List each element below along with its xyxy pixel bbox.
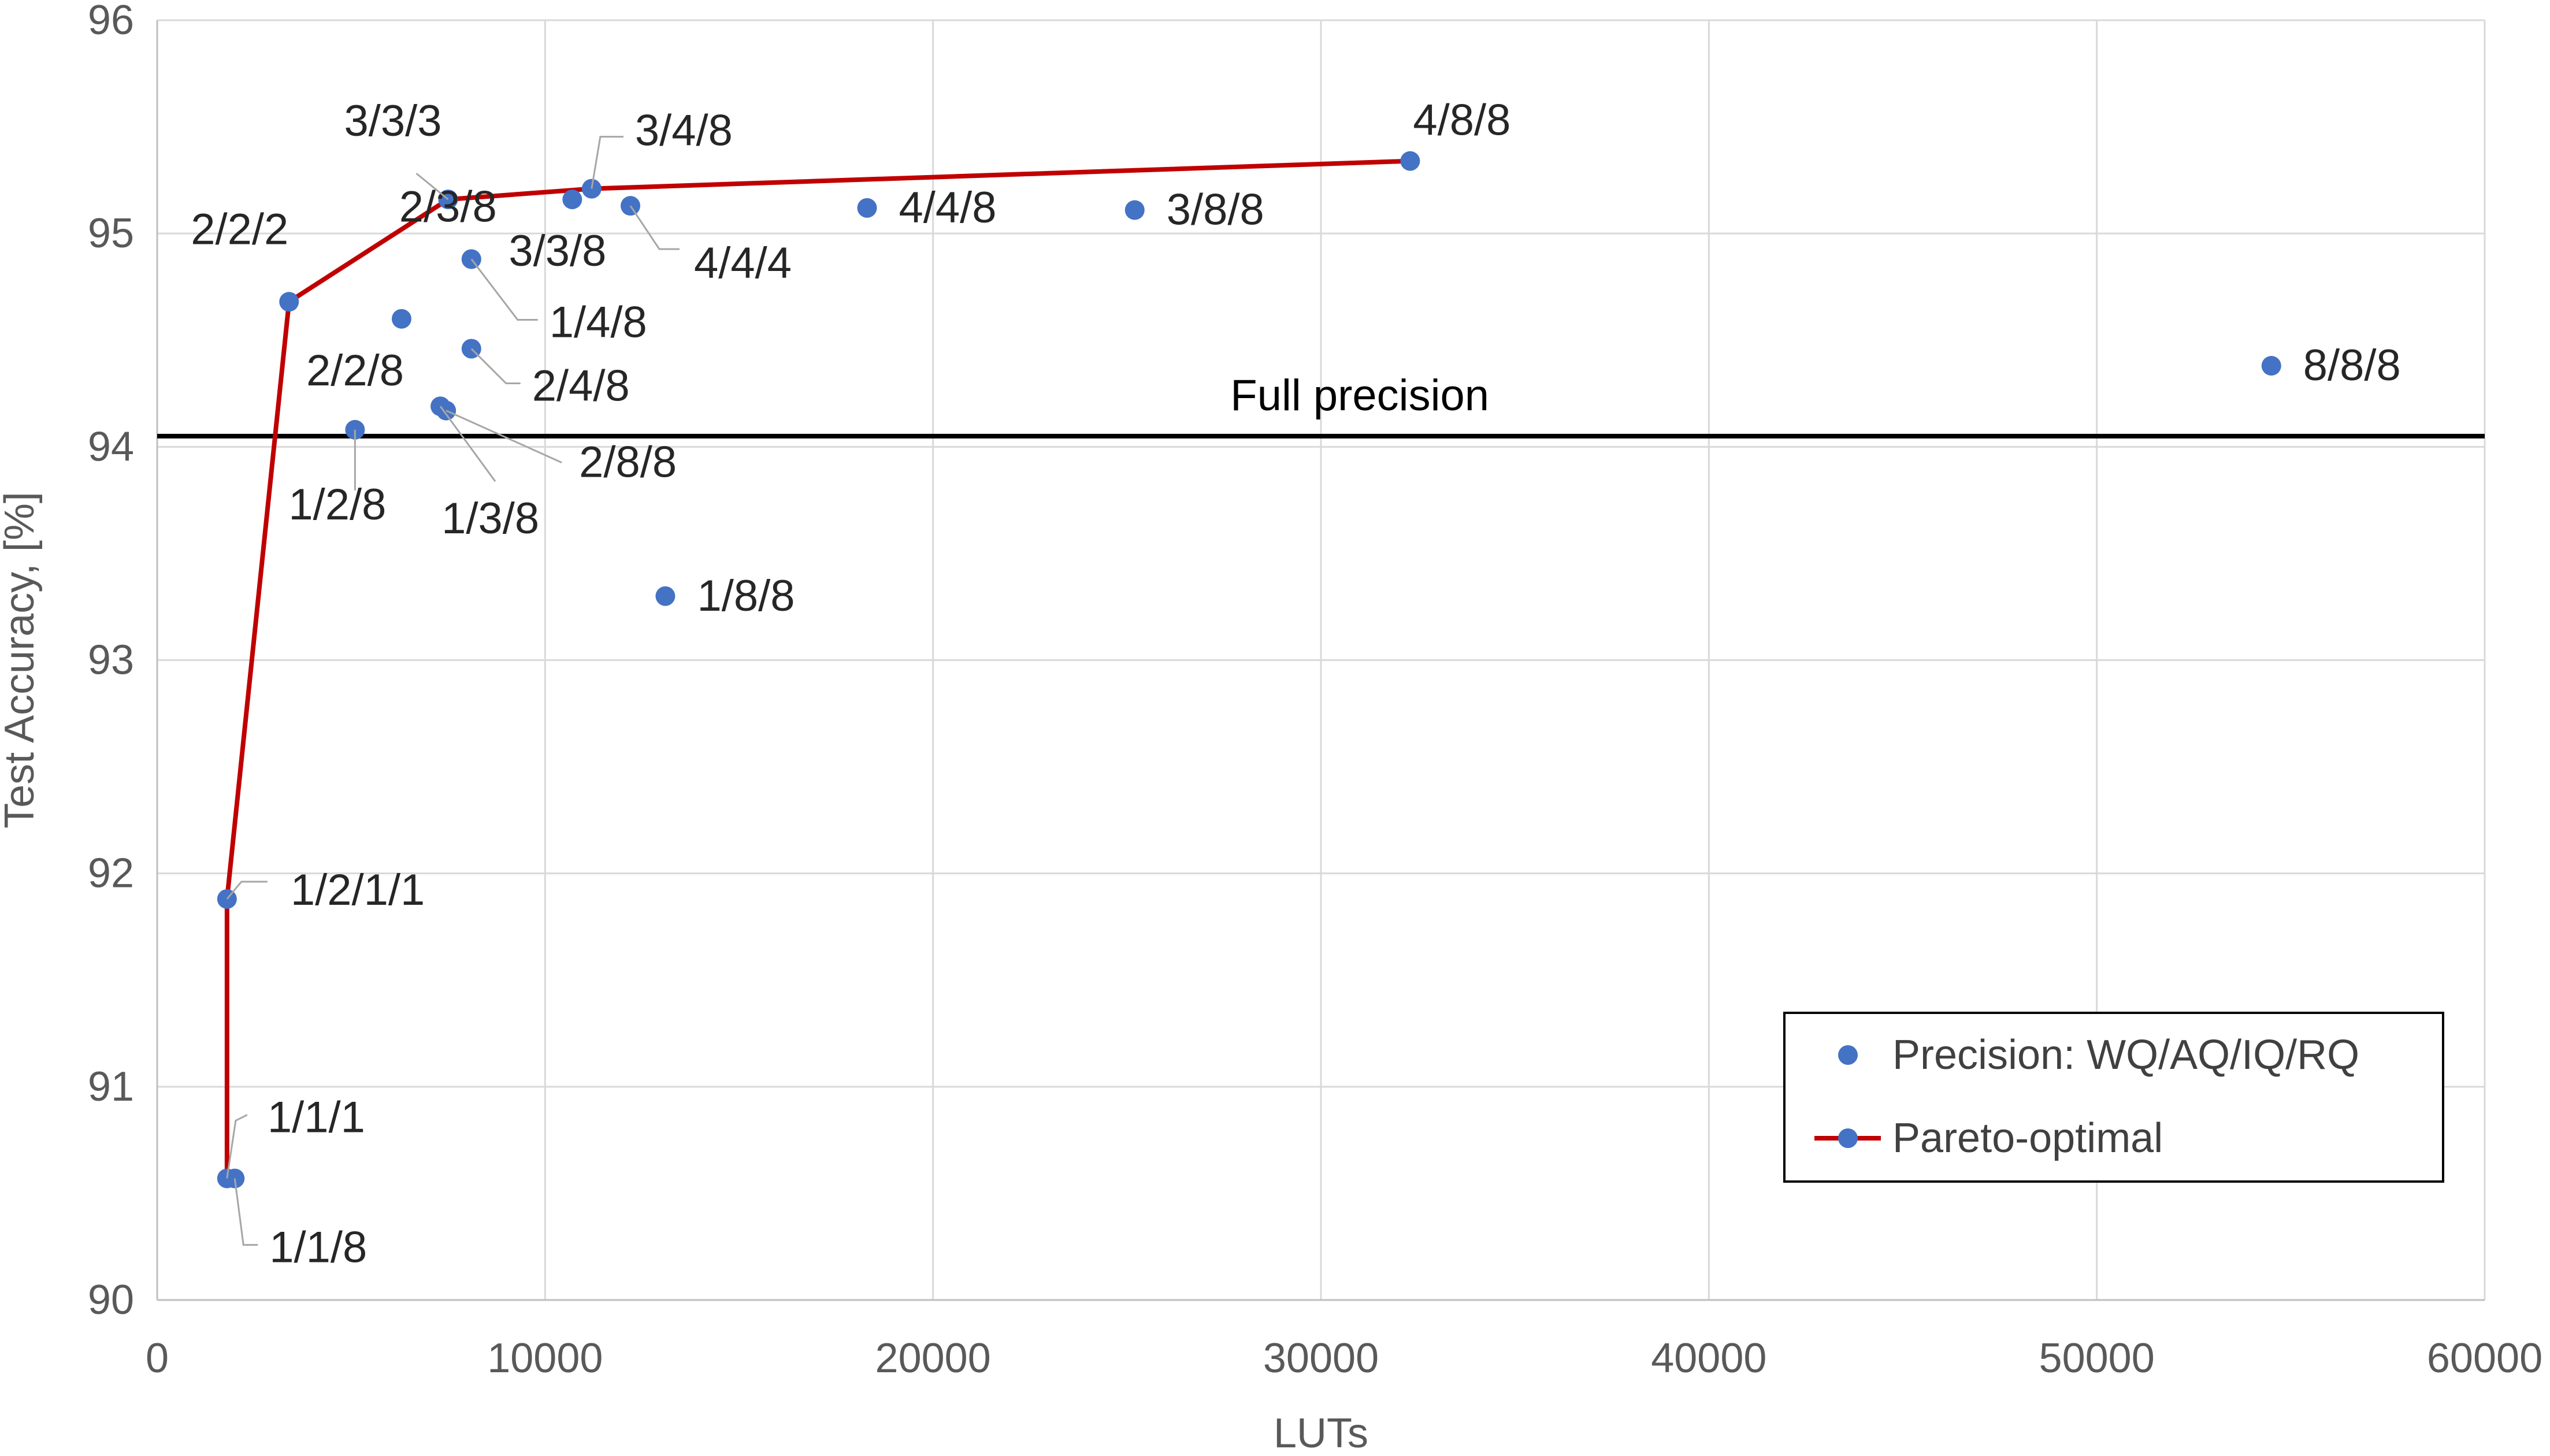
point-label: 4/4/4 bbox=[694, 239, 792, 288]
point-label: 1/2/8 bbox=[288, 480, 386, 529]
legend: Precision: WQ/AQ/IQ/RQ Pareto-optimal bbox=[1783, 1012, 2444, 1183]
point-label: 1/1/8 bbox=[269, 1223, 367, 1272]
point-label: 1/3/8 bbox=[441, 494, 539, 543]
x-tick-label: 20000 bbox=[875, 1335, 991, 1381]
axes: 90 91 92 93 94 95 96 0 10000 20000 30000 40000 50000… bbox=[88, 0, 2542, 1381]
x-tick-label: 50000 bbox=[2039, 1335, 2155, 1381]
point-label: 2/3/8 bbox=[399, 182, 497, 231]
x-tick-label: 0 bbox=[146, 1335, 169, 1381]
point-label: 4/8/8 bbox=[1413, 96, 1510, 145]
data-point bbox=[562, 190, 582, 210]
y-tick-label: 92 bbox=[88, 850, 134, 897]
legend-label-pareto: Pareto-optimal bbox=[1892, 1115, 2163, 1161]
label-leader-line bbox=[439, 406, 496, 482]
data-point bbox=[857, 198, 877, 218]
point-label: 2/2/8 bbox=[306, 346, 404, 395]
x-axis-title: LUTs bbox=[1274, 1410, 1368, 1456]
point-label: 2/2/2 bbox=[191, 205, 288, 254]
point-label: 2/4/8 bbox=[532, 362, 630, 411]
data-point bbox=[391, 309, 411, 329]
data-point bbox=[1400, 151, 1420, 171]
label-leader-line bbox=[470, 258, 538, 321]
label-leader-line bbox=[233, 1178, 258, 1246]
data-point bbox=[655, 586, 675, 606]
x-tick-label: 60000 bbox=[2427, 1335, 2542, 1381]
pareto-line bbox=[224, 158, 1411, 1179]
y-tick-label: 91 bbox=[88, 1064, 134, 1110]
data-point bbox=[1124, 200, 1145, 220]
point-label: 1/8/8 bbox=[697, 571, 795, 621]
data-point bbox=[2261, 356, 2281, 376]
point-label: 3/8/8 bbox=[1167, 185, 1264, 235]
legend-box bbox=[1783, 1012, 2444, 1183]
pareto-optimal-series bbox=[224, 158, 1411, 1179]
label-leader-line bbox=[629, 205, 680, 250]
label-leader-line bbox=[226, 881, 268, 900]
y-tick-label: 96 bbox=[88, 0, 134, 43]
y-tick-label: 94 bbox=[88, 424, 134, 470]
y-axis-title: Test Accuracy, [%] bbox=[0, 492, 43, 829]
point-label: 1/2/1/1 bbox=[291, 866, 425, 915]
label-leader-line bbox=[226, 1114, 248, 1179]
full-precision-reference: Full precision bbox=[157, 371, 2485, 439]
legend-label-precision: Precision: WQ/AQ/IQ/RQ bbox=[1892, 1032, 2359, 1078]
legend-marker-pareto bbox=[1838, 1128, 1858, 1148]
point-label: 1/4/8 bbox=[550, 298, 647, 347]
point-label: 3/3/3 bbox=[344, 96, 442, 146]
data-point bbox=[279, 292, 299, 312]
label-leader-line bbox=[470, 348, 521, 385]
point-label: 3/3/8 bbox=[508, 226, 606, 276]
y-tick-label: 95 bbox=[88, 210, 134, 257]
point-labels: 1/1/1 1/1/8 1/2/1/1 2/2/2 2/2/8 1/2/8 2/3/8 2/4… bbox=[191, 96, 2401, 1272]
point-label: 4/4/8 bbox=[899, 183, 997, 232]
point-label: 8/8/8 bbox=[2303, 341, 2401, 390]
x-tick-label: 30000 bbox=[1263, 1335, 1379, 1381]
label-leader-line bbox=[415, 172, 449, 200]
x-tick-label: 10000 bbox=[487, 1335, 603, 1381]
x-tick-label: 40000 bbox=[1651, 1335, 1766, 1381]
point-label: 1/1/1 bbox=[268, 1093, 365, 1142]
point-label: 2/8/8 bbox=[579, 438, 677, 487]
label-leader-line bbox=[446, 410, 562, 463]
label-leader-line bbox=[591, 136, 623, 189]
legend-marker-precision bbox=[1838, 1045, 1858, 1065]
full-precision-label: Full precision bbox=[1230, 371, 1489, 420]
y-tick-label: 93 bbox=[88, 637, 134, 684]
y-tick-label: 90 bbox=[88, 1277, 134, 1323]
point-label: 3/4/8 bbox=[635, 106, 733, 155]
